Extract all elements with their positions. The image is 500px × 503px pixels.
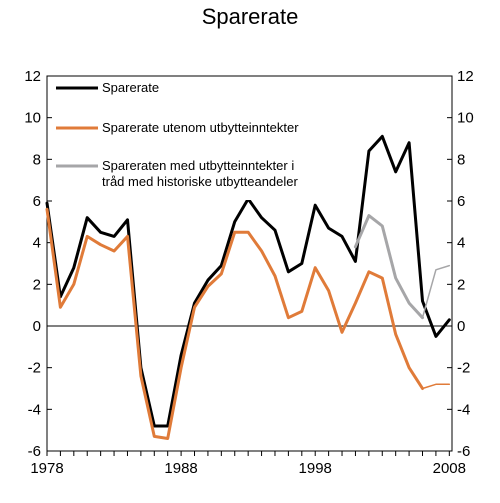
y-tick-label-left: 8 [33, 151, 41, 168]
legend-label-1: Sparerate [102, 80, 159, 95]
y-tick-label-right: 8 [457, 151, 465, 168]
y-tick-label-left: 0 [33, 318, 41, 335]
y-tick-label-left: 6 [33, 193, 41, 210]
y-tick-label-right: 0 [457, 318, 465, 335]
legend: Sparerate Sparerate utenom utbytteinntekt… [56, 80, 299, 200]
y-tick-label-right: 6 [457, 193, 465, 210]
legend-label-2: Sparerate utenom utbytteinntekter [102, 120, 299, 135]
series-line-4 [353, 214, 424, 320]
x-tick-label: 2008 [433, 460, 466, 477]
y-tick-label-left: 10 [24, 110, 41, 127]
y-tick-label-right: -6 [457, 443, 470, 460]
y-tick-label-left: -2 [28, 360, 41, 377]
legend-label-3: Spareraten med utbytteinntekter i tråd me… [102, 158, 298, 189]
y-tick-label-right: 4 [457, 235, 465, 252]
y-tick-label-left: -6 [28, 443, 41, 460]
y-tick-label-right: -4 [457, 401, 470, 418]
axes: -6 -6 -4 -4 -2 -2 0 0 2 2 4 4 6 6 8 8 10 10 12 12 1978 1988 19… [24, 68, 473, 477]
y-tick-label-left: 2 [33, 276, 41, 293]
series-line-2 [45, 207, 424, 440]
x-tick-label: 1998 [299, 460, 332, 477]
legend-label-line: Spareraten med utbytteinntekter i [102, 158, 294, 173]
legend-bg-1 [56, 82, 288, 100]
y-tick-label-right: 12 [457, 68, 474, 85]
legend-label-line: tråd med historiske utbytteandeler [102, 174, 298, 189]
y-tick-label-left: 12 [24, 68, 41, 85]
y-tick-label-right: 2 [457, 276, 465, 293]
y-tick-label-right: 10 [457, 110, 474, 127]
y-tick-label-left: 4 [33, 235, 41, 252]
y-tick-label-left: -4 [28, 401, 41, 418]
x-tick-label: 1988 [164, 460, 197, 477]
plot-frame [46, 75, 453, 452]
series-line-3 [421, 383, 451, 390]
series-line-5 [421, 264, 451, 319]
legend-bg-2 [56, 122, 288, 140]
x-tick-label: 1978 [30, 460, 63, 477]
y-tick-label-right: -2 [457, 360, 470, 377]
chart-title: Sparerate [201, 4, 299, 29]
